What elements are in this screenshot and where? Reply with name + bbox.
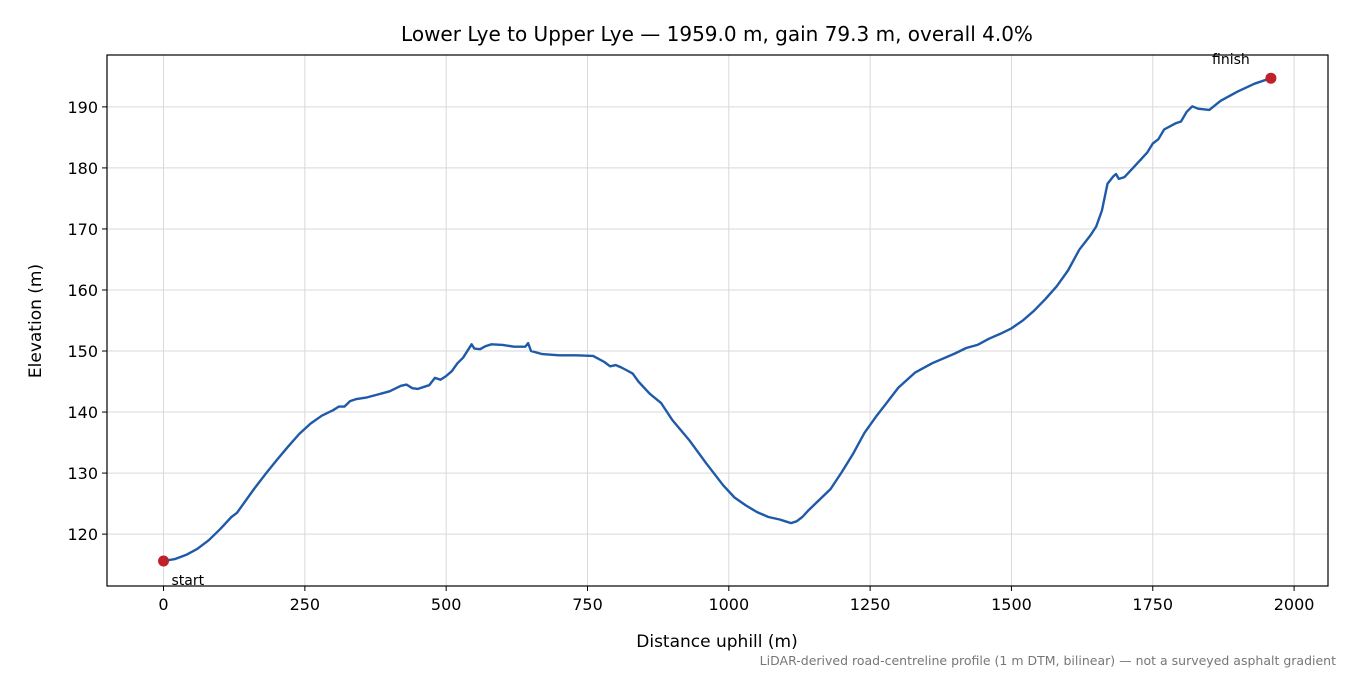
x-axis-label: Distance uphill (m) xyxy=(636,632,797,652)
footnote: LiDAR-derived road-centreline profile (1… xyxy=(760,653,1336,668)
y-tick-label: 120 xyxy=(67,525,98,544)
x-tick-label: 250 xyxy=(290,595,321,614)
x-axis: 0 250 500 750 1000 1250 1500 1750 2000 xyxy=(158,586,1314,614)
y-tick-label: 190 xyxy=(67,98,98,117)
y-tick-label: 170 xyxy=(67,220,98,239)
finish-marker xyxy=(1265,72,1277,84)
y-tick-label: 150 xyxy=(67,342,98,361)
y-tick-label: 160 xyxy=(67,281,98,300)
x-tick-label: 0 xyxy=(158,595,168,614)
y-tick-label: 140 xyxy=(67,403,98,422)
finish-annotation: finish xyxy=(1212,52,1250,68)
y-axis-label: Elevation (m) xyxy=(26,264,46,378)
elevation-series-line xyxy=(163,77,1272,563)
x-tick-label: 2000 xyxy=(1274,595,1315,614)
y-axis: 120 130 140 150 160 170 180 190 xyxy=(67,98,107,544)
y-tick-label: 180 xyxy=(67,159,98,178)
x-tick-label: 1750 xyxy=(1132,595,1173,614)
start-marker xyxy=(158,555,170,567)
start-annotation: start xyxy=(172,573,205,589)
y-tick-label: 130 xyxy=(67,464,98,483)
grid xyxy=(107,55,1328,586)
x-tick-label: 750 xyxy=(572,595,603,614)
x-tick-label: 500 xyxy=(431,595,462,614)
x-tick-label: 1250 xyxy=(850,595,891,614)
x-tick-label: 1000 xyxy=(708,595,749,614)
chart-title: Lower Lye to Upper Lye — 1959.0 m, gain … xyxy=(401,22,1033,46)
plot-area-frame xyxy=(106,54,1329,587)
x-tick-label: 1500 xyxy=(991,595,1032,614)
